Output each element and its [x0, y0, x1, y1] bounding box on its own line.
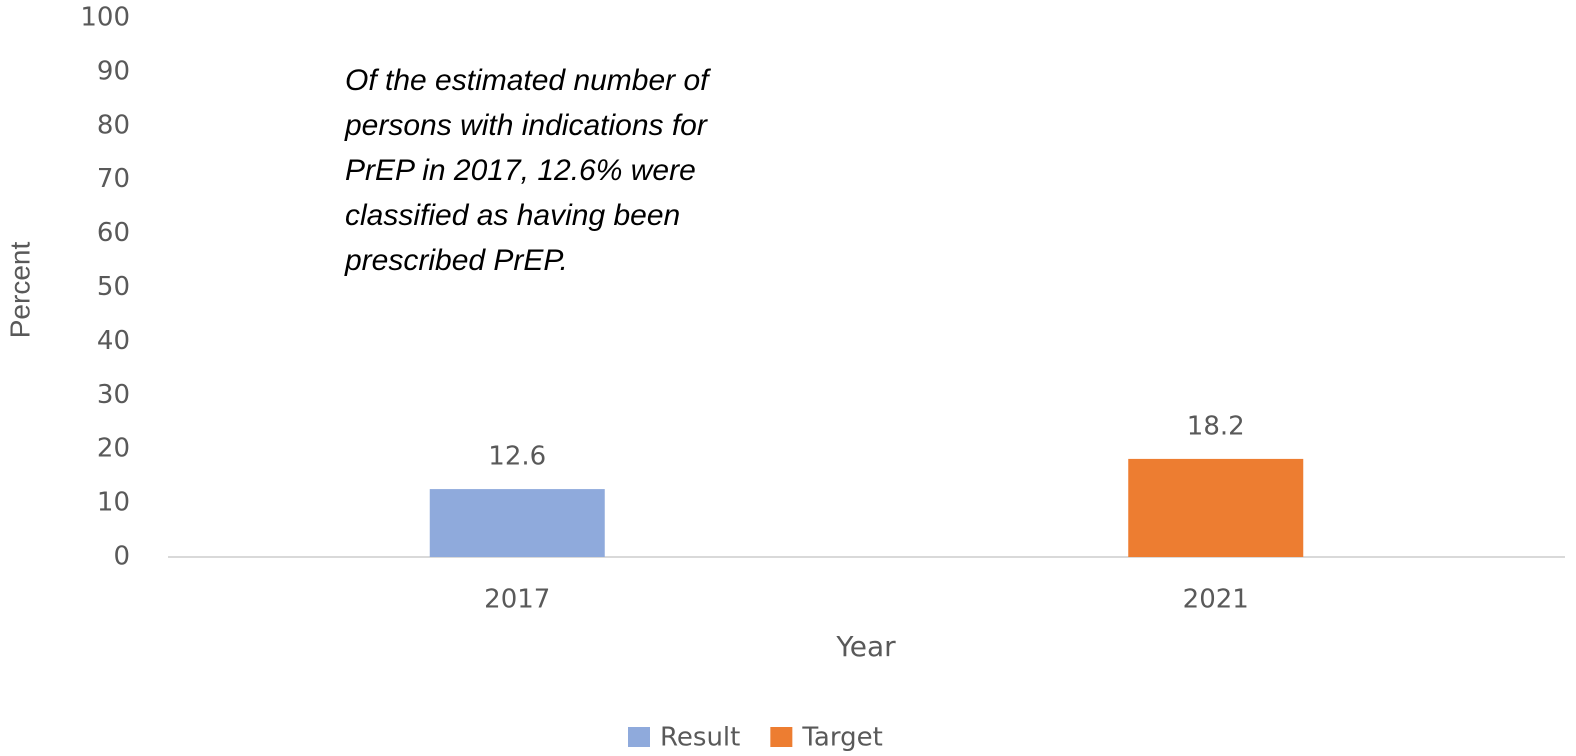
y-tick-label: 0	[113, 542, 130, 572]
x-axis-label: Year	[835, 630, 896, 663]
y-tick-label: 80	[97, 110, 130, 140]
annotation: PrEP in 2017, 12.6% were	[345, 154, 696, 187]
data-label: 18.2	[1187, 411, 1245, 441]
y-tick-label: 70	[97, 164, 130, 194]
x-tick-label: 2017	[484, 585, 550, 615]
legend-swatch	[628, 727, 650, 747]
annotation: prescribed PrEP.	[344, 244, 568, 277]
legend-label: Target	[801, 723, 882, 753]
y-tick-label: 90	[97, 56, 130, 86]
y-tick-label: 50	[97, 272, 130, 302]
bar	[1128, 458, 1304, 557]
annotation: persons with indications for	[344, 109, 708, 142]
y-tick-label: 60	[97, 218, 130, 248]
y-tick-label: 10	[97, 488, 130, 518]
data-label: 12.6	[488, 442, 546, 472]
bar	[429, 489, 605, 557]
y-tick-label: 100	[80, 3, 130, 33]
legend-label: Result	[660, 723, 740, 753]
annotation: Of the estimated number of	[345, 64, 711, 97]
annotation: classified as having been	[345, 199, 680, 232]
y-tick-label: 20	[97, 434, 130, 464]
legend-swatch	[770, 727, 793, 747]
y-tick-label: 40	[97, 326, 130, 356]
x-tick-label: 2021	[1183, 585, 1249, 615]
y-axis-label: Percent	[4, 242, 35, 339]
y-tick-label: 30	[97, 380, 130, 410]
